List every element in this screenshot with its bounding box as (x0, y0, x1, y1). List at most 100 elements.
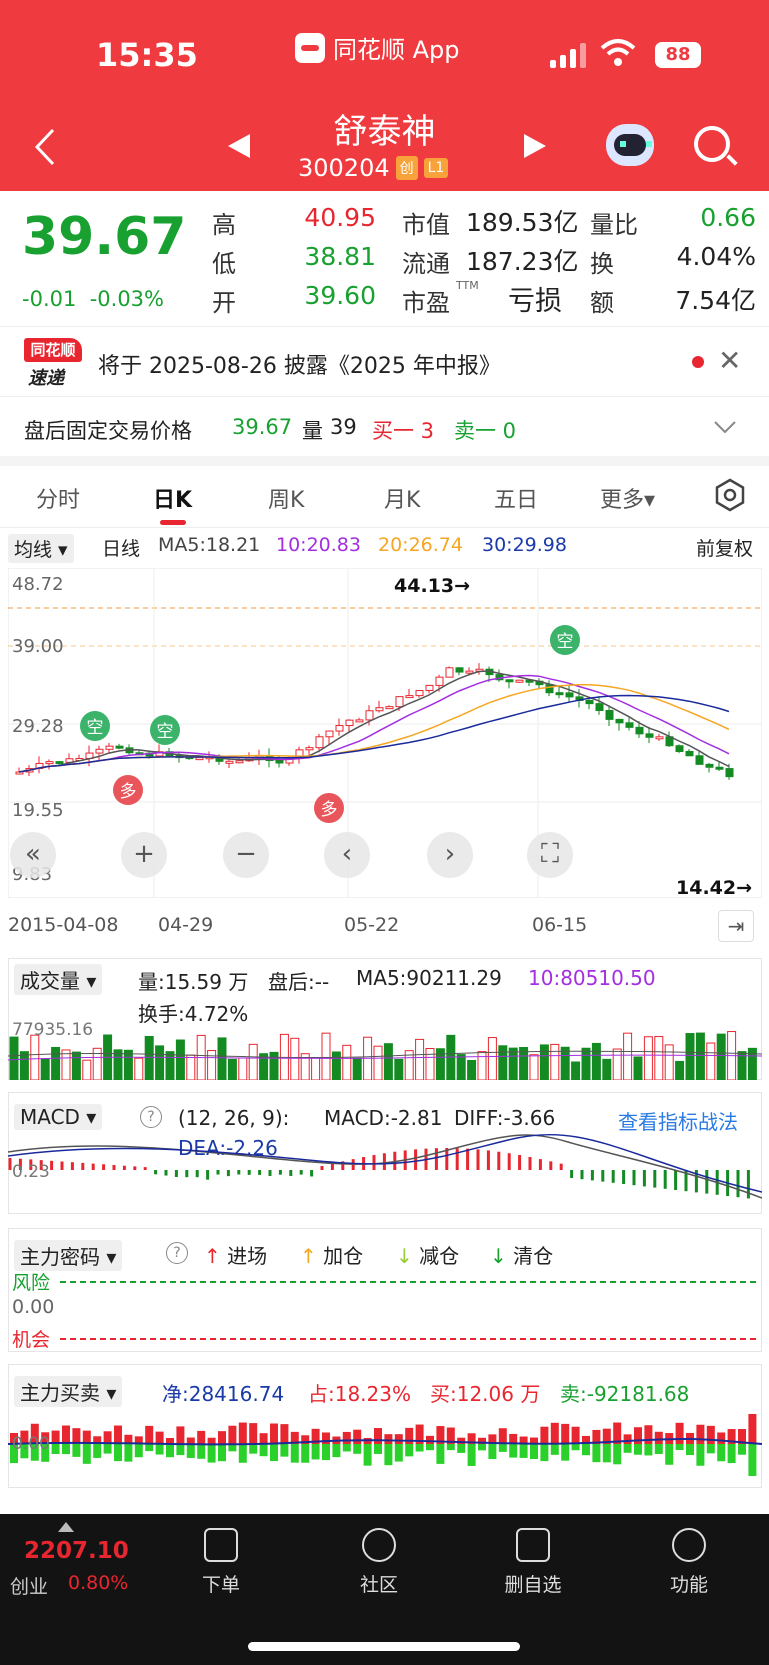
tab-weekly-k[interactable]: 周K (268, 482, 304, 514)
candle-body (466, 671, 473, 673)
tab-minute[interactable]: 分时 (36, 482, 80, 514)
fullscreen-button[interactable]: ⛶ (527, 832, 573, 878)
signal-kong-3: 空 (550, 625, 580, 655)
candle-body (606, 710, 613, 719)
macd-selector[interactable]: MACD ▾ (14, 1104, 102, 1130)
help-icon[interactable]: ? (140, 1106, 162, 1128)
y-tick-2: 39.00 (12, 636, 64, 657)
candle-body (196, 758, 203, 760)
zlbs-buy-bar (260, 1433, 268, 1444)
zlbs-sell-bar (249, 1444, 257, 1454)
zlbs-buy-bar (676, 1423, 684, 1444)
ma-line (19, 685, 729, 772)
candle-body (386, 707, 393, 709)
announcement-bar[interactable]: 同花顺 速递 将于 2025-08-26 披露《2025 年中报》 (0, 328, 769, 394)
close-icon[interactable]: ✕ (718, 344, 741, 377)
zlbs-buy-bar (707, 1426, 715, 1444)
volume-ma5: MA5:90211.29 (356, 966, 502, 990)
volume-bar (551, 1044, 559, 1080)
candle-body (506, 680, 513, 682)
candle-body (336, 726, 343, 732)
tab-five-day[interactable]: 五日 (494, 482, 538, 514)
ai-robot-icon[interactable] (606, 124, 654, 166)
volume-bar (156, 1046, 164, 1080)
chevron-down-icon[interactable] (714, 421, 736, 433)
zlbs-sell-bar (228, 1444, 236, 1451)
ma-legend: 均线 ▾ 日线 MA5:18.21 10:20.83 20:26.74 30:2… (8, 532, 763, 562)
home-indicator (248, 1642, 520, 1651)
next-stock-icon[interactable] (524, 134, 546, 158)
macd-params: (12, 26, 9): (178, 1106, 289, 1130)
volume-bar (312, 1058, 320, 1080)
order-button[interactable]: 下单 (176, 1528, 266, 1597)
zlbs-buy-bar (197, 1431, 205, 1444)
quote-panel: 39.67 -0.01 -0.03% 高 40.95 低 38.81 开 39.… (0, 191, 769, 327)
after-hours-sell: 卖一 0 (454, 415, 516, 445)
amount-label: 额 (590, 283, 614, 318)
zlbs-sell-bar (62, 1444, 70, 1454)
scroll-right-button[interactable]: › (427, 832, 473, 878)
volume-bar (384, 1044, 392, 1080)
candle-body (446, 668, 453, 677)
candle-body (676, 746, 683, 752)
volume-value: 量:15.59 万 (138, 966, 248, 995)
candle-body (696, 756, 703, 765)
ma-selector[interactable]: 均线 ▾ (8, 534, 74, 563)
expand-icon[interactable] (58, 1522, 74, 1532)
candle-body (116, 746, 123, 748)
search-icon[interactable] (694, 126, 730, 162)
zoom-in-button[interactable]: + (121, 832, 167, 878)
adjust-mode[interactable]: 前复权 (696, 534, 753, 561)
after-hours-row[interactable]: 盘后固定交易价格 39.67 量 39 买一 3 卖一 0 (0, 396, 769, 456)
zlbs-buy-bar (249, 1423, 257, 1444)
vr-value: 0.66 (660, 203, 756, 232)
zlbs-sell-bar (291, 1444, 299, 1463)
index-value[interactable]: 2207.10 (24, 1538, 129, 1564)
candle-body (646, 734, 653, 737)
last-price: 39.67 (22, 207, 186, 267)
function-button[interactable]: 功能 (644, 1528, 734, 1597)
zlmm-selector[interactable]: 主力密码 ▾ (14, 1240, 122, 1271)
zoom-out-button[interactable]: − (223, 832, 269, 878)
volume-bar (655, 1037, 663, 1080)
candle-body (436, 677, 443, 685)
zlbs-buy-bar (280, 1424, 288, 1444)
zlbs-sell-bar (374, 1444, 382, 1454)
zlbs-buy-bar (644, 1425, 652, 1444)
zlbs-buy-bar (228, 1426, 236, 1444)
zoom-out-fast-button[interactable]: « (10, 832, 56, 878)
volume-bar (572, 1062, 580, 1080)
jump-latest-icon[interactable]: ⇥ (718, 910, 754, 942)
zlbs-selector[interactable]: 主力买卖 ▾ (14, 1376, 122, 1407)
tab-monthly-k[interactable]: 月K (384, 482, 420, 514)
volume-bar (291, 1038, 299, 1080)
volume-after: 盘后:-- (268, 966, 329, 995)
candle-body (356, 720, 363, 722)
zlbs-sell-bar (197, 1444, 205, 1459)
volume-bar (499, 1046, 507, 1080)
candle-body (546, 685, 553, 693)
remove-watchlist-button[interactable]: 删自选 (488, 1528, 578, 1597)
zlbs-sell-bar (322, 1444, 330, 1460)
zlbs-sell-bar (696, 1444, 704, 1466)
status-time: 15:35 (96, 36, 198, 74)
zlbs-buy-bar (176, 1426, 184, 1444)
settings-hexagon-icon[interactable] (712, 477, 748, 513)
candles (16, 663, 733, 780)
community-button[interactable]: 社区 (334, 1528, 424, 1597)
candle-body (636, 727, 643, 734)
scroll-left-button[interactable]: ‹ (324, 832, 370, 878)
tab-more[interactable]: 更多▾ (600, 482, 655, 514)
tab-daily-k[interactable]: 日K (153, 482, 192, 514)
candle-body (586, 700, 593, 703)
zlbs-sell-bar (124, 1444, 132, 1462)
help-icon[interactable]: ? (166, 1242, 188, 1264)
zlbs-sell-bar (572, 1444, 580, 1450)
candle-body (726, 769, 733, 777)
candle-body (516, 680, 523, 682)
volume-selector[interactable]: 成交量 ▾ (14, 964, 102, 995)
candle-body (456, 668, 463, 672)
stock-code-row: 300204 创 L1 (298, 154, 448, 182)
volume-bar (530, 1055, 538, 1080)
volume-bar (322, 1033, 330, 1080)
